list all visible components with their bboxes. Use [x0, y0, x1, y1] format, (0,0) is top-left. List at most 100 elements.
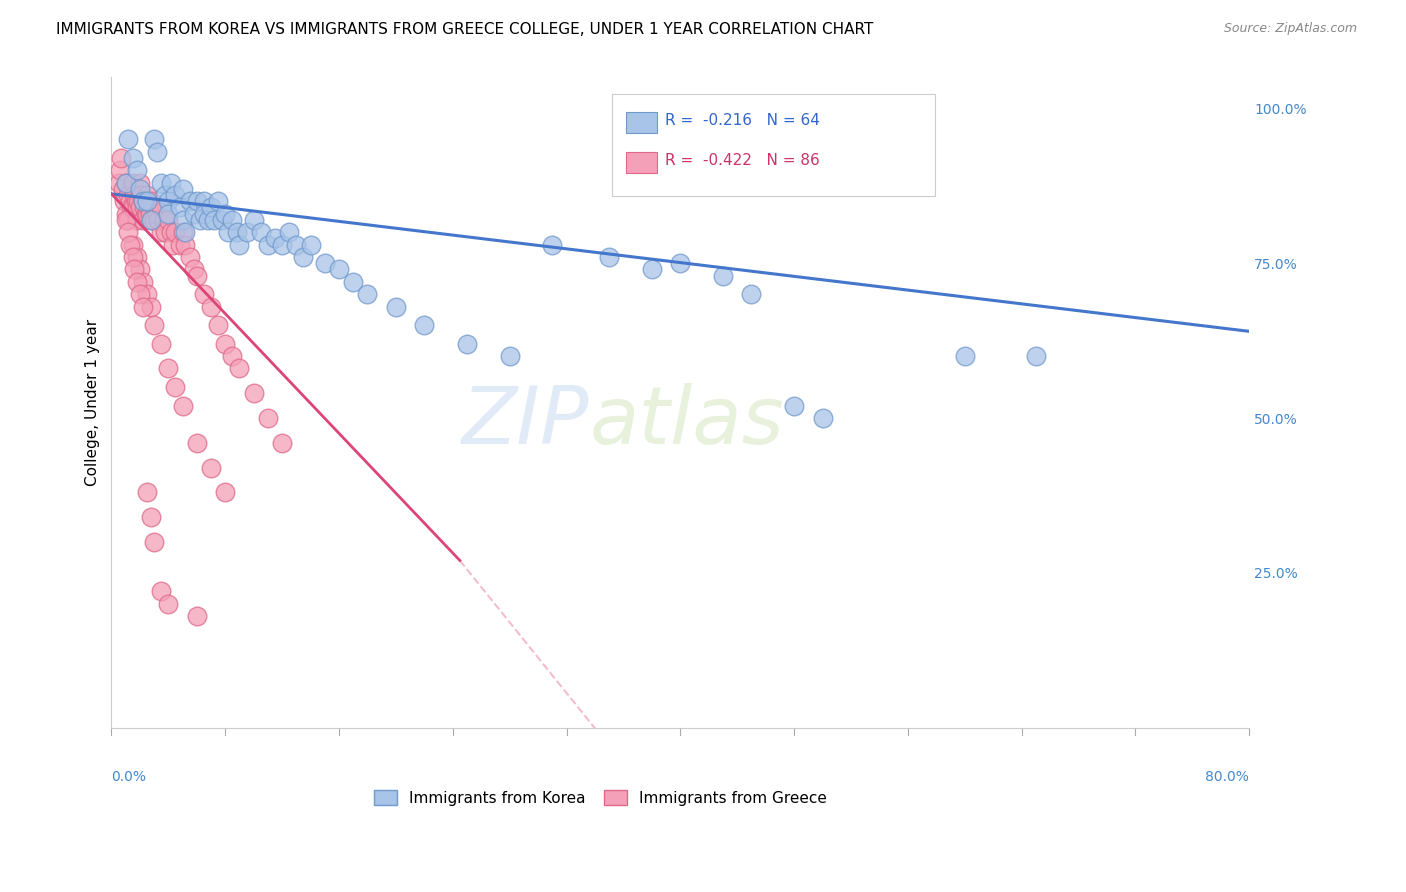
Immigrants from Korea	[169, 201, 191, 215]
Immigrants from Korea	[740, 287, 762, 301]
Immigrants from Korea	[249, 225, 271, 239]
Immigrants from Greece	[122, 262, 145, 277]
Immigrants from Greece	[242, 386, 264, 401]
Text: R =  -0.422   N = 86: R = -0.422 N = 86	[665, 153, 820, 168]
Immigrants from Greece	[121, 176, 143, 190]
Immigrants from Greece	[155, 225, 177, 239]
Immigrants from Korea	[242, 212, 264, 227]
Immigrants from Greece	[146, 207, 169, 221]
Immigrants from Greece	[136, 287, 159, 301]
Immigrants from Greece	[150, 201, 173, 215]
Immigrants from Korea	[200, 201, 222, 215]
Immigrants from Greece	[143, 201, 166, 215]
Immigrants from Greece	[121, 237, 143, 252]
Immigrants from Korea	[541, 237, 564, 252]
Immigrants from Greece	[111, 182, 134, 196]
Immigrants from Korea	[207, 194, 229, 209]
Immigrants from Greece	[138, 201, 160, 215]
Immigrants from Korea	[183, 207, 205, 221]
Immigrants from Greece	[128, 287, 150, 301]
Immigrants from Korea	[128, 182, 150, 196]
Immigrants from Greece	[121, 201, 143, 215]
Immigrants from Greece	[157, 361, 180, 376]
Immigrants from Greece	[117, 225, 139, 239]
Immigrants from Greece	[148, 212, 170, 227]
Immigrants from Korea	[174, 225, 197, 239]
Immigrants from Korea	[117, 132, 139, 146]
Immigrants from Korea	[811, 411, 834, 425]
Immigrants from Greece	[118, 194, 141, 209]
Immigrants from Korea	[456, 336, 478, 351]
Text: 0.0%: 0.0%	[111, 770, 146, 784]
Immigrants from Greece	[131, 300, 153, 314]
Immigrants from Greece	[128, 262, 150, 277]
Immigrants from Korea	[711, 268, 734, 283]
Immigrants from Korea	[641, 262, 664, 277]
Immigrants from Korea	[285, 237, 308, 252]
Immigrants from Korea	[172, 182, 194, 196]
Immigrants from Korea	[271, 237, 294, 252]
Immigrants from Korea	[953, 349, 976, 363]
Immigrants from Korea	[257, 237, 280, 252]
Immigrants from Greece	[131, 212, 153, 227]
Y-axis label: College, Under 1 year: College, Under 1 year	[86, 319, 100, 486]
Immigrants from Korea	[217, 225, 239, 239]
Immigrants from Korea	[179, 194, 201, 209]
Immigrants from Korea	[669, 256, 692, 270]
Immigrants from Korea	[214, 207, 236, 221]
Immigrants from Greece	[122, 188, 145, 202]
Immigrants from Greece	[128, 201, 150, 215]
Immigrants from Korea	[314, 256, 336, 270]
Immigrants from Greece	[124, 194, 146, 209]
Immigrants from Korea	[160, 176, 183, 190]
Immigrants from Greece	[114, 176, 136, 190]
Immigrants from Greece	[117, 212, 139, 227]
Immigrants from Korea	[197, 212, 219, 227]
Immigrants from Greece	[131, 194, 153, 209]
Immigrants from Korea	[342, 275, 364, 289]
Text: IMMIGRANTS FROM KOREA VS IMMIGRANTS FROM GREECE COLLEGE, UNDER 1 YEAR CORRELATIO: IMMIGRANTS FROM KOREA VS IMMIGRANTS FROM…	[56, 22, 873, 37]
Immigrants from Korea	[157, 194, 180, 209]
Immigrants from Greece	[136, 485, 159, 500]
Immigrants from Greece	[200, 300, 222, 314]
Immigrants from Korea	[328, 262, 350, 277]
Immigrants from Greece	[117, 188, 139, 202]
Text: Source: ZipAtlas.com: Source: ZipAtlas.com	[1223, 22, 1357, 36]
Immigrants from Greece	[141, 212, 163, 227]
Immigrants from Greece	[125, 275, 148, 289]
Immigrants from Korea	[172, 212, 194, 227]
Immigrants from Korea	[228, 237, 250, 252]
Immigrants from Greece	[257, 411, 280, 425]
Immigrants from Greece	[143, 318, 166, 333]
Immigrants from Greece	[169, 237, 191, 252]
Immigrants from Korea	[141, 212, 163, 227]
Immigrants from Greece	[128, 176, 150, 190]
Immigrants from Korea	[598, 250, 620, 264]
Immigrants from Greece	[153, 212, 176, 227]
Immigrants from Greece	[125, 201, 148, 215]
Immigrants from Korea	[385, 300, 408, 314]
Text: 80.0%: 80.0%	[1205, 770, 1249, 784]
Immigrants from Korea	[413, 318, 436, 333]
Immigrants from Greece	[131, 275, 153, 289]
Immigrants from Greece	[118, 237, 141, 252]
Immigrants from Greece	[143, 534, 166, 549]
Immigrants from Korea	[143, 132, 166, 146]
Immigrants from Greece	[186, 268, 208, 283]
Immigrants from Greece	[136, 207, 159, 221]
Immigrants from Greece	[174, 237, 197, 252]
Immigrants from Korea	[157, 207, 180, 221]
Immigrants from Korea	[264, 231, 287, 245]
Immigrants from Korea	[1025, 349, 1047, 363]
Immigrants from Greece	[121, 250, 143, 264]
Immigrants from Greece	[150, 336, 173, 351]
Immigrants from Greece	[160, 225, 183, 239]
Immigrants from Korea	[498, 349, 520, 363]
Immigrants from Greece	[186, 609, 208, 624]
Immigrants from Greece	[125, 212, 148, 227]
Immigrants from Korea	[193, 207, 215, 221]
Immigrants from Greece	[214, 485, 236, 500]
Immigrants from Korea	[221, 212, 243, 227]
Immigrants from Korea	[136, 194, 159, 209]
Immigrants from Greece	[135, 207, 157, 221]
